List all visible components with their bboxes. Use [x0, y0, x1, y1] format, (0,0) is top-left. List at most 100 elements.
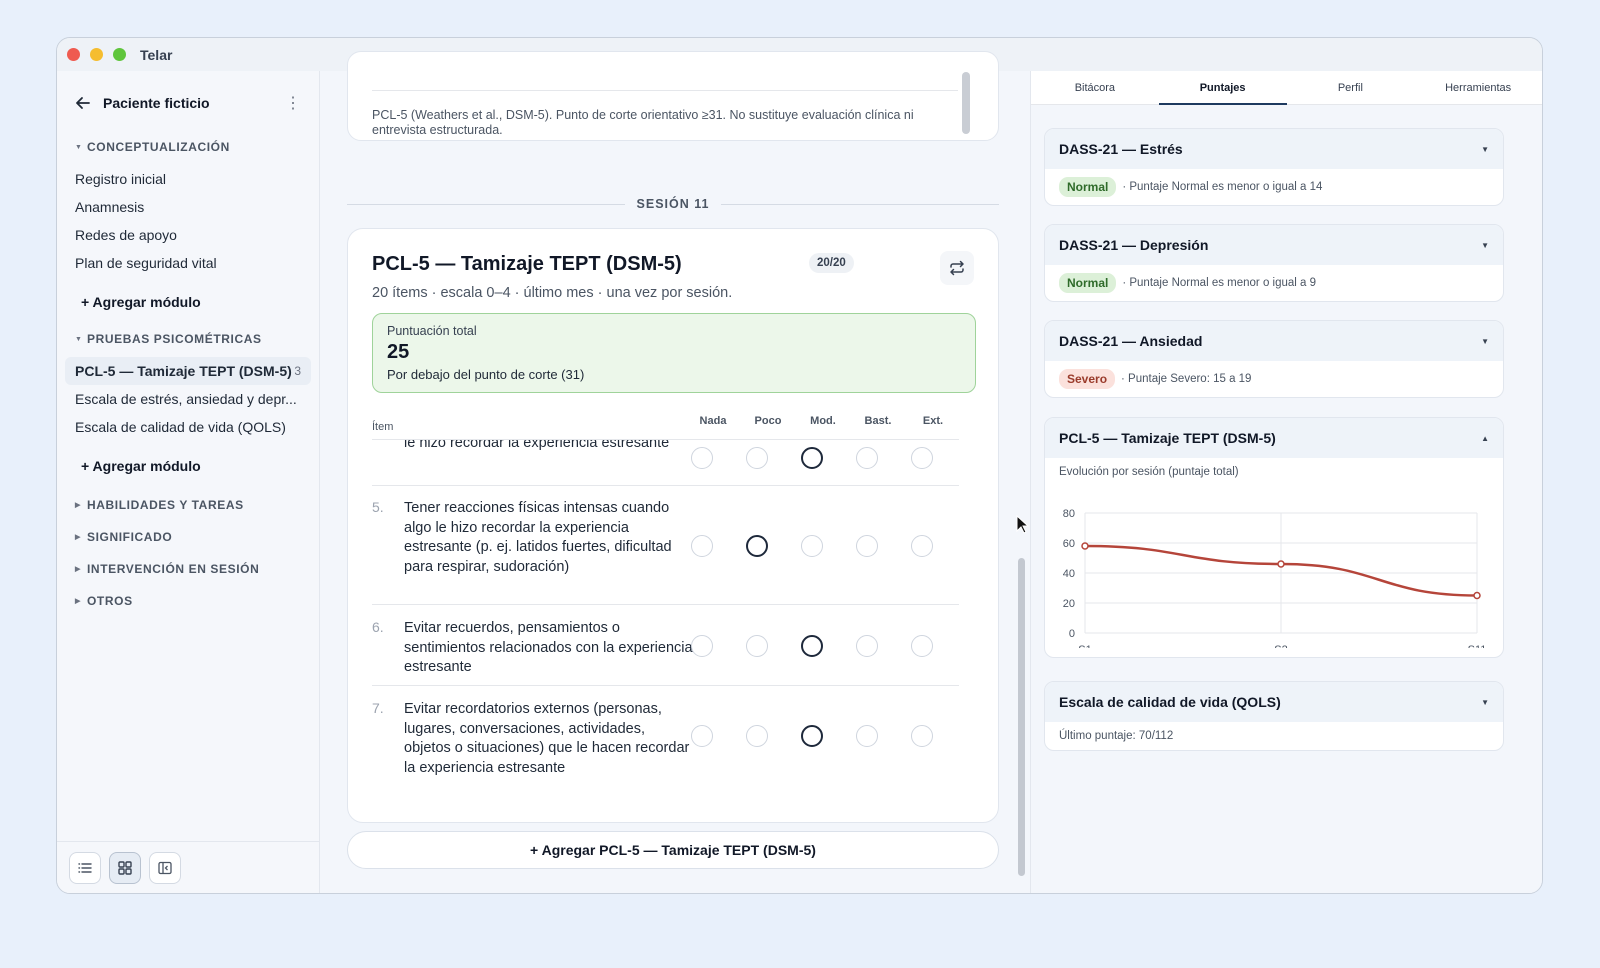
score-card-pcl5: PCL-5 — Tamizaje TEPT (DSM-5) ▲ Evolución… — [1044, 417, 1504, 658]
score-card-dass-ansiedad: DASS-21 — Ansiedad ▼ Severo · Puntaje Seve… — [1044, 320, 1504, 398]
caret-right-icon: ▶ — [75, 534, 81, 541]
add-pcl5-button[interactable]: + Agregar PCL-5 — Tamizaje TEPT (DSM-5) — [347, 831, 999, 869]
section-title: PRUEBAS PSICOMÉTRICAS — [87, 332, 262, 346]
status-badge: Severo — [1059, 369, 1116, 389]
score-title: DASS-21 — Depresión — [1059, 237, 1209, 253]
table-row: 7. Evitar recordatorios externos (persona… — [372, 686, 959, 784]
mouse-cursor-icon — [1016, 515, 1030, 534]
sidebar-item-anamnesis[interactable]: Anamnesis — [75, 199, 145, 215]
grid-icon — [118, 860, 132, 875]
sidebar-item-qols[interactable]: Escala de calidad de vida (QOLS) — [75, 419, 286, 435]
scale-reference-note: PCL-5 (Weathers et al., DSM-5). Punto de… — [372, 108, 914, 137]
minimize-window-button[interactable] — [90, 48, 103, 61]
score-note: · Puntaje Severo: 15 a 19 — [1121, 373, 1252, 385]
score-title: DASS-21 — Estrés — [1059, 141, 1183, 157]
status-badge: Normal — [1059, 273, 1117, 293]
accordion-header[interactable]: DASS-21 — Depresión ▼ — [1045, 225, 1503, 265]
patient-name: Paciente ficticio — [103, 95, 210, 111]
list-view-button[interactable] — [69, 851, 101, 884]
score-card-qols: Escala de calidad de vida (QOLS) ▼ Último… — [1044, 681, 1504, 751]
section-significado[interactable]: ▶ SIGNIFICADO — [57, 521, 319, 553]
response-radio-mod[interactable] — [801, 634, 823, 657]
response-radio-ext[interactable] — [911, 534, 933, 557]
response-radio-mod[interactable] — [801, 447, 823, 469]
section-intervencion[interactable]: ▶ INTERVENCIÓN EN SESIÓN — [57, 553, 319, 585]
refresh-button[interactable] — [940, 251, 974, 285]
sidebar-item-dass21[interactable]: Escala de estrés, ansiedad y depr... — [75, 391, 297, 407]
response-radio-bast[interactable] — [856, 725, 878, 747]
add-module-button[interactable]: + Agregar módulo — [81, 458, 201, 474]
zoom-window-button[interactable] — [113, 48, 126, 61]
total-score-label: Puntuación total — [387, 324, 477, 338]
arrow-left-icon[interactable] — [73, 93, 93, 113]
sidebar-item-redes-de-apoyo[interactable]: Redes de apoyo — [75, 227, 177, 243]
response-radio-nada[interactable] — [691, 725, 713, 747]
caret-right-icon: ▶ — [75, 502, 81, 509]
caret-down-icon: ▼ — [75, 143, 83, 151]
response-radio-poco[interactable] — [746, 634, 768, 657]
data-point — [1081, 542, 1089, 550]
sidebar-item-plan-de-seguridad[interactable]: Plan de seguridad vital — [75, 255, 217, 271]
response-radio-ext[interactable] — [911, 447, 933, 469]
response-radio-poco[interactable] — [746, 447, 768, 469]
section-title: CONCEPTUALIZACIÓN — [87, 140, 230, 154]
sidebar-item-pcl5[interactable]: PCL-5 — Tamizaje TEPT (DSM-5) 3 — [65, 357, 311, 385]
column-header-ext: Ext. — [922, 415, 944, 427]
chevron-up-icon: ▲ — [1481, 433, 1489, 443]
response-radio-bast[interactable] — [856, 634, 878, 657]
section-pruebas-psicometricas[interactable]: ▼ PRUEBAS PSICOMÉTRICAS — [57, 327, 319, 351]
total-score-description: Por debajo del punto de corte (31) — [387, 367, 585, 382]
section-habilidades[interactable]: ▶ HABILIDADES Y TAREAS — [57, 489, 319, 521]
chevron-down-icon: ▼ — [1481, 144, 1489, 154]
response-radio-mod[interactable] — [801, 725, 823, 747]
close-window-button[interactable] — [67, 48, 80, 61]
main-scrollbar[interactable] — [1018, 558, 1025, 876]
tab-bitacora[interactable]: Bitácora — [1074, 81, 1116, 94]
caret-down-icon: ▼ — [75, 335, 83, 343]
tab-perfil[interactable]: Perfil — [1337, 81, 1363, 94]
card-scrollbar[interactable] — [962, 72, 970, 134]
panel-tabs: Bitácora Puntajes Perfil Herramientas — [1031, 71, 1542, 105]
response-radio-ext[interactable] — [911, 725, 933, 747]
x-tick-label: S2 — [1274, 644, 1287, 648]
score-note: · Puntaje Normal es menor o igual a 14 — [1122, 181, 1323, 193]
score-card-dass-estres: DASS-21 — Estrés ▼ Normal · Puntaje Normal… — [1044, 128, 1504, 206]
table-row: 5. Tener reacciones físicas intensas cuan… — [372, 486, 959, 605]
accordion-header[interactable]: DASS-21 — Estrés ▼ — [1045, 129, 1503, 169]
session-label: SESIÓN 11 — [636, 197, 710, 211]
section-otros[interactable]: ▶ OTROS — [57, 585, 319, 617]
score-title: Escala de calidad de vida (QOLS) — [1059, 694, 1281, 710]
grid-view-button[interactable] — [109, 851, 141, 884]
response-radio-nada[interactable] — [691, 534, 713, 557]
section-title: INTERVENCIÓN EN SESIÓN — [87, 562, 260, 576]
response-radio-nada[interactable] — [691, 634, 713, 657]
score-summary: Normal · Puntaje Normal es menor o igual … — [1045, 265, 1503, 301]
column-header-poco: Poco — [754, 415, 782, 427]
accordion-header[interactable]: PCL-5 — Tamizaje TEPT (DSM-5) ▲ — [1045, 418, 1503, 458]
more-vertical-icon[interactable]: ⋮ — [285, 95, 301, 112]
sidebar-item-registro-inicial[interactable]: Registro inicial — [75, 171, 167, 187]
item-number: 6. — [372, 619, 384, 635]
response-radio-bast[interactable] — [856, 447, 878, 469]
response-radio-ext[interactable] — [911, 634, 933, 657]
response-radio-nada[interactable] — [691, 447, 713, 469]
card-title: PCL-5 — Tamizaje TEPT (DSM-5) — [372, 253, 682, 275]
column-header-nada: Nada — [699, 415, 727, 427]
total-score-box: Puntuación total 25 Por debajo del punto… — [372, 313, 976, 393]
add-module-button[interactable]: + Agregar módulo — [81, 294, 201, 310]
score-summary: Último puntaje: 70/112 — [1059, 730, 1174, 742]
y-tick-label: 80 — [1063, 508, 1075, 520]
response-radio-bast[interactable] — [856, 534, 878, 557]
response-radio-poco[interactable] — [746, 534, 768, 557]
tab-herramientas[interactable]: Herramientas — [1445, 81, 1512, 94]
accordion-header[interactable]: DASS-21 — Ansiedad ▼ — [1045, 321, 1503, 361]
y-tick-label: 0 — [1069, 628, 1075, 640]
response-radio-poco[interactable] — [746, 725, 768, 747]
section-conceptualizacion[interactable]: ▼ CONCEPTUALIZACIÓN — [57, 135, 319, 159]
accordion-header[interactable]: Escala de calidad de vida (QOLS) ▼ — [1045, 682, 1503, 722]
response-radio-mod[interactable] — [801, 534, 823, 557]
y-tick-label: 60 — [1063, 538, 1075, 550]
y-tick-label: 20 — [1063, 598, 1075, 610]
collapse-sidebar-button[interactable] — [149, 851, 181, 884]
tab-puntajes[interactable]: Puntajes — [1158, 71, 1287, 105]
